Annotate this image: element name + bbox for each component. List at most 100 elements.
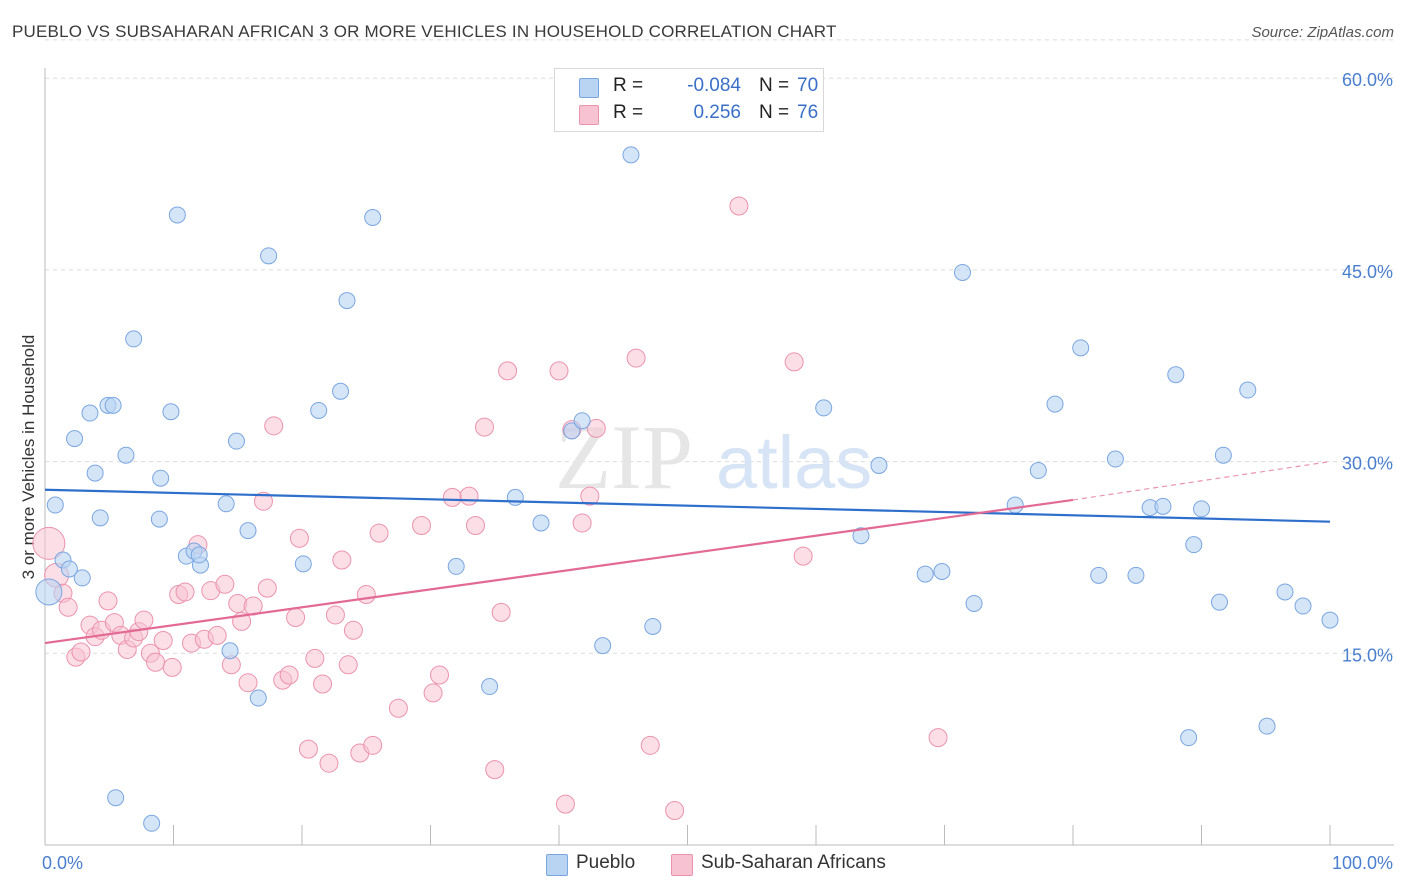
pueblo-point [152,469,170,487]
pueblo-point [260,247,278,265]
legend-pueblo-swatch [546,854,568,876]
pueblo-point [364,209,382,227]
pueblo-point [1214,446,1232,464]
pueblo-point [815,399,833,417]
pueblo-point [104,396,122,414]
subsaharan-trend-extension [1072,461,1331,501]
pueblo-point [81,404,99,422]
pueblo-point [310,401,328,419]
watermark: ZIP atlas [555,406,872,508]
pueblo-point [481,678,499,696]
subsaharan-point [153,631,173,651]
subsaharan-point [555,794,575,814]
subsaharan-point [442,487,462,507]
subsaharan-point [134,610,154,630]
pueblo-point [1046,395,1064,413]
subsaharan-point [580,486,600,506]
pueblo-point [117,446,135,464]
pueblo-point [91,509,109,527]
subsaharan-point [264,416,284,436]
subsaharan-point [498,361,518,381]
subsaharan-point [429,665,449,685]
subsaharan-point [465,516,485,535]
pueblo-point [965,594,983,612]
tick-labels: 15.0% 30.0% 45.0% 60.0% 0.0% 100.0% [42,70,1393,873]
subsaharan-point [338,655,358,675]
pueblo-point [239,522,257,540]
subsaharan-point [207,625,227,645]
pueblo-point [35,578,63,606]
series-subsaharan-points [32,196,948,820]
pueblo-point [1127,566,1145,584]
subsaharan-point [289,528,309,548]
source-label: Source: ZipAtlas.com [1251,24,1394,41]
subsaharan-point [325,605,345,625]
subsaharan-point [98,591,118,611]
pueblo-point [294,555,312,573]
pueblo-point [150,510,168,528]
subsaharan-point [459,486,479,506]
pueblo-point [1258,717,1276,735]
pueblo-point [60,560,78,578]
subsaharan-point [729,196,749,216]
watermark-atlas: atlas [716,421,872,504]
y-tick-label: 15.0% [1342,645,1393,665]
subsaharan-point [665,800,685,820]
pueblo-point [1180,729,1198,747]
subsaharan-point [175,582,195,602]
pueblo-point [125,330,143,348]
subsaharan-point [485,760,505,780]
subsaharan-point [549,361,569,381]
pueblo-point [916,565,934,583]
pueblo-point [1193,500,1210,518]
pueblo-point [221,642,239,660]
subsaharan-swatch [579,105,599,125]
subsaharan-point [279,665,299,685]
pueblo-point [332,382,350,400]
legend-pueblo-label: Pueblo [576,852,636,873]
axes [44,68,1394,846]
pueblo-r-value: -0.084 [687,75,741,96]
pueblo-point [1006,496,1024,514]
pueblo-point [73,569,91,587]
chart-title: PUEBLO VS SUBSAHARAN AFRICAN 3 OR MORE V… [12,22,837,41]
trend-lines [44,461,1331,645]
pueblo-point [338,292,356,310]
y-tick-label: 30.0% [1342,454,1393,474]
subsaharan-point [162,657,182,677]
subsaharan-point [58,597,78,617]
pueblo-point [107,789,125,807]
subsaharan-r-label: R = [613,102,644,123]
pueblo-point [594,637,612,655]
subsaharan-point [71,642,91,662]
series-legend: Pueblo Sub-Saharan Africans [0,852,1406,876]
subsaharan-point [491,602,511,622]
subsaharan-point [928,728,948,748]
subsaharan-point [474,417,494,437]
x-tick-label: 0.0% [42,853,83,873]
pueblo-point [563,422,581,440]
legend-subsaharan-swatch [671,854,693,876]
subsaharan-point [32,526,66,560]
pueblo-point [66,430,84,448]
legend-subsaharan-label: Sub-Saharan Africans [701,852,886,873]
subsaharan-point [286,608,306,628]
pueblo-point [870,456,888,474]
y-axis-label: 3 or more Vehicles in Household [19,335,38,580]
pueblo-point [1185,536,1203,554]
pueblo-point [1321,611,1339,629]
subsaharan-point [793,546,813,566]
subsaharan-n-label: N = [759,102,790,123]
pueblo-point [953,263,971,281]
subsaharan-point [356,585,376,605]
subsaharan-point [572,513,592,533]
pueblo-point [1167,366,1185,384]
pueblo-n-label: N = [759,75,790,96]
subsaharan-point [298,739,318,759]
subsaharan-point [640,735,660,755]
subsaharan-point [146,652,166,672]
pueblo-point [447,557,465,575]
x-tick-label: 100.0% [1332,853,1393,873]
pueblo-point [532,514,550,532]
